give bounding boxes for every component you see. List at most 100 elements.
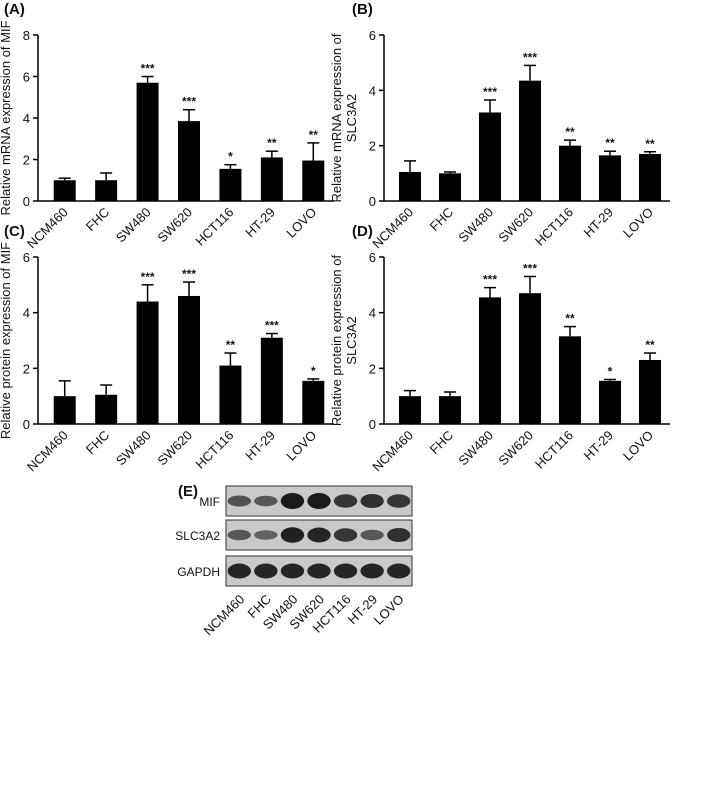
bar: [136, 301, 159, 424]
significance-label: **: [565, 125, 575, 139]
bar: [439, 396, 461, 424]
y-axis-label: Relative mRNA expression of: [329, 33, 344, 202]
x-tick-label: LOVO: [283, 205, 319, 241]
x-tick-label: SW480: [113, 205, 154, 246]
bar: [95, 180, 118, 201]
y-tick-label: 4: [369, 306, 376, 321]
x-tick-label: SW620: [154, 205, 195, 246]
bar: [599, 380, 621, 424]
blot-band: [333, 563, 358, 579]
bar: [95, 394, 118, 424]
blot-band: [333, 528, 358, 542]
x-tick-label: SW620: [495, 428, 536, 469]
significance-label: ***: [141, 62, 155, 76]
bar: [53, 180, 76, 201]
significance-label: ***: [523, 261, 537, 275]
y-tick-label: 6: [369, 28, 376, 43]
blot-band: [307, 527, 331, 543]
significance-label: *: [608, 364, 613, 378]
significance-label: ***: [182, 95, 196, 109]
x-tick-label: SW620: [495, 205, 536, 246]
x-tick-label: HT-29: [242, 205, 278, 241]
blot-lane-label: NCM460: [201, 592, 248, 639]
x-tick-label: HCT116: [532, 428, 576, 472]
blot-lane-label: LOVO: [371, 592, 407, 628]
x-tick-label: SW480: [113, 428, 154, 469]
bar: [439, 173, 461, 201]
blot-band: [227, 495, 251, 507]
significance-label: **: [267, 136, 277, 150]
blot-band: [387, 528, 411, 542]
blot-row-label: SLC3A2: [175, 529, 220, 543]
x-tick-label: SW480: [455, 205, 496, 246]
y-axis-label: Relative protein expression of: [329, 254, 344, 426]
y-tick-label: 0: [369, 417, 376, 432]
panel-label: (B): [352, 1, 373, 18]
y-tick-label: 2: [23, 153, 30, 168]
bar: [519, 80, 541, 201]
x-tick-label: NCM460: [369, 428, 416, 475]
y-axis-label: Relative protein expression of MIF: [0, 242, 13, 439]
bar: [178, 295, 200, 424]
x-tick-label: HCT116: [192, 205, 236, 249]
significance-label: ***: [523, 50, 537, 64]
bar: [136, 82, 159, 201]
significance-label: **: [226, 338, 236, 352]
bar: [302, 380, 325, 424]
x-tick-label: HT-29: [242, 428, 278, 464]
bar: [599, 155, 621, 201]
blot-band: [360, 563, 384, 579]
x-tick-label: SW480: [455, 428, 496, 469]
significance-label: **: [565, 312, 575, 326]
bar: [53, 396, 76, 424]
y-tick-label: 6: [23, 250, 30, 265]
x-tick-label: FHC: [427, 205, 456, 234]
blot-band: [360, 529, 384, 541]
blot-band: [307, 493, 331, 509]
bar: [260, 337, 283, 424]
bar: [559, 336, 581, 424]
blot-band: [280, 563, 305, 579]
x-tick-label: LOVO: [620, 428, 656, 464]
blot-band: [280, 493, 305, 509]
significance-label: *: [311, 364, 316, 378]
bar: [219, 365, 242, 424]
y-tick-label: 2: [369, 139, 376, 154]
panel-label: (D): [352, 223, 373, 240]
significance-label: ***: [141, 270, 155, 284]
blot-band: [333, 494, 358, 508]
x-tick-label: LOVO: [283, 428, 319, 464]
significance-label: **: [309, 128, 319, 142]
bar: [399, 396, 421, 424]
x-tick-label: NCM460: [24, 428, 71, 475]
x-tick-label: NCM460: [369, 205, 416, 252]
y-tick-label: 0: [23, 194, 30, 209]
significance-label: **: [645, 338, 655, 352]
y-axis-label: SLC3A2: [344, 94, 359, 142]
bar: [178, 121, 200, 201]
y-tick-label: 2: [23, 361, 30, 376]
significance-label: **: [605, 136, 615, 150]
bar: [479, 112, 501, 201]
panel-label: (A): [4, 1, 25, 18]
blot-row-label: MIF: [199, 495, 220, 509]
blot-band: [360, 494, 384, 508]
blot-band: [387, 494, 411, 508]
blot-band: [280, 527, 305, 543]
y-tick-label: 8: [23, 28, 30, 43]
x-tick-label: FHC: [427, 428, 456, 457]
bar: [559, 145, 581, 201]
significance-label: **: [645, 137, 655, 151]
bar: [639, 153, 661, 201]
blot-band: [227, 529, 251, 541]
panel-label: (E): [178, 483, 198, 500]
y-tick-label: 6: [369, 250, 376, 265]
bar: [519, 293, 541, 424]
significance-label: *: [228, 150, 233, 164]
blot-row-label: GAPDH: [177, 565, 220, 579]
bar: [219, 168, 242, 201]
blot-band: [254, 563, 278, 579]
y-tick-label: 0: [23, 417, 30, 432]
significance-label: ***: [265, 319, 279, 333]
x-tick-label: NCM460: [24, 205, 71, 252]
